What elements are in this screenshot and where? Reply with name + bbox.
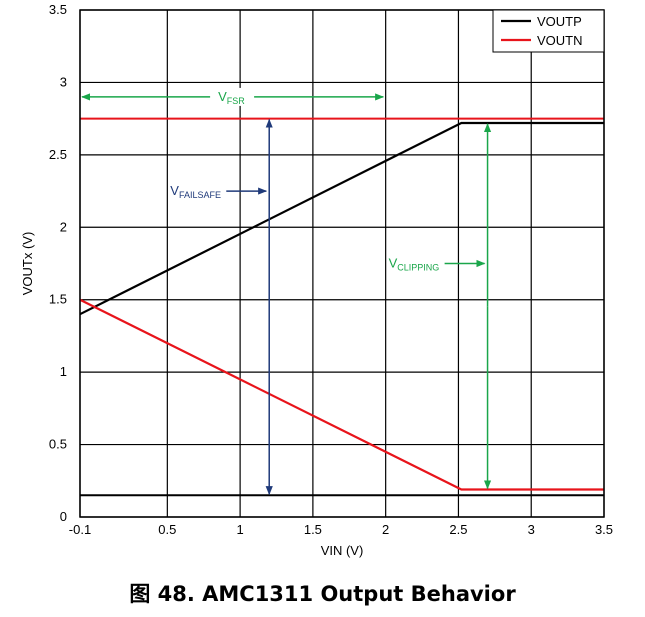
figure-caption: 图 48. AMC1311 Output Behavior	[129, 582, 516, 606]
vfsr-label: VFSR	[218, 89, 245, 106]
x-tick-label: 2	[382, 522, 389, 537]
series-line-voutn	[79, 298, 604, 491]
legend-box	[492, 9, 605, 53]
x-tick-label: 3	[528, 522, 535, 537]
x-tick-label: -0.1	[69, 522, 91, 537]
grid	[79, 9, 605, 518]
legend-label-voutn: VOUTN	[537, 33, 583, 48]
y-axis-label: VOUTx (V)	[20, 232, 35, 296]
vfsr-label-bg	[214, 87, 251, 106]
output-behavior-chart: VFSR VFAILSAFE VCLIPPING -0.1 0.5 1 1.5 2 2.5 3 3…	[20, 2, 613, 558]
x-axis-label: VIN (V)	[321, 543, 364, 558]
y-tick-label: 1.5	[49, 292, 67, 307]
series	[79, 121, 604, 491]
x-tick-label: 1.5	[304, 522, 322, 537]
legend: VOUTP VOUTN	[492, 9, 605, 53]
y-tick-label: 1	[60, 364, 67, 379]
annotations: VFSR VFAILSAFE VCLIPPING	[81, 87, 492, 496]
x-tick-label: 1	[236, 522, 243, 537]
plot-frame	[79, 9, 605, 518]
y-tick-label: 2.5	[49, 147, 67, 162]
y-tick-label: 3	[60, 74, 67, 89]
series-line-voutp	[79, 121, 604, 316]
y-tick-label: 3.5	[49, 2, 67, 17]
legend-label-voutp: VOUTP	[537, 14, 582, 29]
x-tick-label: 2.5	[449, 522, 467, 537]
y-tick-label: 0	[60, 509, 67, 524]
y-tick-label: 2	[60, 219, 67, 234]
y-tick-label: 0.5	[49, 437, 67, 452]
vfailsafe-label: VFAILSAFE	[170, 183, 221, 200]
reference-lines	[80, 117, 604, 497]
x-tick-label: 0.5	[158, 522, 176, 537]
x-tick-label: 3.5	[595, 522, 613, 537]
vclipping-label: VCLIPPING	[389, 256, 440, 273]
tick-labels: -0.1 0.5 1 1.5 2 2.5 3 3.5 0 0.5 1 1.5 2 2.5 3 3.5	[49, 2, 613, 537]
